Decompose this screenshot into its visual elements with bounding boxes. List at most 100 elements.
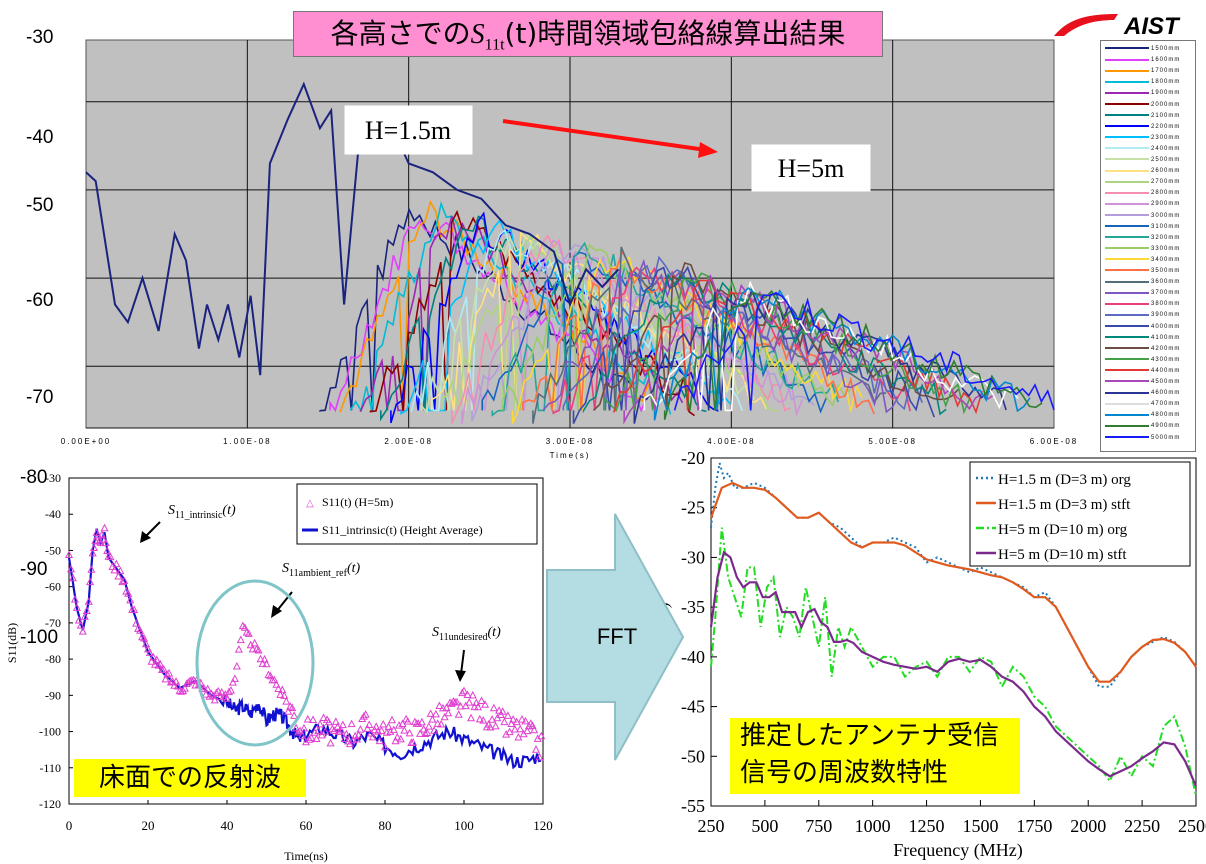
left-point <box>379 719 388 728</box>
top-series-line <box>572 265 935 424</box>
left-xtick: 60 <box>300 818 313 833</box>
top-legend-item: 3500mm <box>1105 267 1180 276</box>
left-plot-area <box>68 477 544 805</box>
left-point <box>122 587 131 595</box>
left-point <box>189 675 198 684</box>
left-point <box>232 661 241 670</box>
top-series-line <box>613 279 983 415</box>
annot-intrinsic: S11_intrinsic(t) <box>168 503 236 521</box>
left-point <box>228 678 237 686</box>
left-point <box>274 684 283 692</box>
h5-annotation: H=5m <box>778 154 845 183</box>
top-series-line <box>623 273 995 425</box>
top-series-line <box>562 255 923 411</box>
legend-label: 4000mm <box>1151 323 1181 330</box>
top-legend-item: 4400mm <box>1105 367 1180 376</box>
top-series-line <box>663 289 1043 420</box>
left-point <box>159 665 168 673</box>
top-xtick: 3.00E-08 <box>546 437 594 446</box>
legend-label: 2400mm <box>1151 145 1181 152</box>
left-point <box>308 715 318 723</box>
annot-ambient: S11ambient_ref(t) <box>282 561 361 579</box>
left-ytick: -90 <box>45 688 61 702</box>
left-point <box>179 686 188 695</box>
left-point <box>458 688 467 697</box>
left-point <box>219 692 228 700</box>
left-point <box>528 721 537 729</box>
legend-swatch <box>1105 324 1149 327</box>
left-point <box>416 729 425 737</box>
left-point <box>68 573 77 582</box>
left-point <box>486 722 495 731</box>
legend-label: 2700mm <box>1151 179 1181 186</box>
top-series-line <box>522 249 875 415</box>
left-point <box>298 731 307 739</box>
left-point <box>187 676 196 684</box>
left-point <box>521 716 530 725</box>
floor-reflection-label: 床面での反射波 <box>74 759 306 797</box>
left-point <box>95 537 104 545</box>
h5-annotation-box <box>751 144 871 192</box>
top-legend-item: 3200mm <box>1105 234 1180 243</box>
legend-label: 4800mm <box>1151 412 1181 419</box>
left-point <box>203 684 212 693</box>
left-point <box>198 684 207 692</box>
left-point <box>260 654 269 663</box>
left-point <box>516 724 525 733</box>
left-xtick: 40 <box>221 818 234 833</box>
left-point <box>387 715 397 724</box>
left-point <box>163 670 172 678</box>
left-point <box>524 721 533 730</box>
left-point <box>396 734 405 743</box>
top-series-line <box>319 207 636 412</box>
left-point <box>509 715 518 723</box>
left-point <box>496 710 505 719</box>
left-point <box>510 724 519 733</box>
top-ytick: -100 <box>20 627 58 648</box>
legend-swatch <box>1105 91 1149 94</box>
left-point <box>103 546 112 555</box>
top-legend-item: 3900mm <box>1105 311 1180 320</box>
top-legend-item: 4800mm <box>1105 411 1180 420</box>
left-point <box>407 738 416 747</box>
legend-swatch <box>1105 180 1149 183</box>
left-point <box>120 576 129 585</box>
left-point <box>472 698 481 707</box>
left-point <box>284 707 293 715</box>
annot-undesired-arrowhead <box>455 670 466 682</box>
top-ytick: -40 <box>26 127 53 148</box>
legend-label: 2800mm <box>1151 190 1181 197</box>
right-xtick: 1250 <box>909 816 945 836</box>
left-point <box>428 715 437 723</box>
top-series-initial <box>85 81 620 376</box>
right-xtick: 1000 <box>855 816 891 836</box>
left-point <box>319 713 328 722</box>
right-xtick: 500 <box>751 816 778 836</box>
legend-label: 3600mm <box>1151 279 1181 286</box>
left-point <box>482 722 491 731</box>
left-point <box>417 717 426 726</box>
left-point <box>324 717 333 726</box>
legend-swatch <box>1105 424 1149 427</box>
left-point <box>170 681 179 689</box>
top-series-line <box>633 287 1007 424</box>
left-series-intrinsic <box>67 528 542 770</box>
legend-swatch <box>1105 269 1149 272</box>
top-series-line <box>532 246 887 424</box>
legend-swatch <box>1105 236 1149 239</box>
left-point <box>88 548 97 557</box>
left-point <box>299 723 309 732</box>
left-point <box>465 698 474 706</box>
left-point <box>296 726 305 735</box>
legend-swatch <box>1105 191 1149 194</box>
left-point <box>66 564 76 573</box>
left-point <box>240 623 249 631</box>
left-point <box>503 711 512 719</box>
left-point <box>359 712 368 720</box>
left-point <box>126 595 135 604</box>
h15-annotation: H=1.5m <box>365 116 451 145</box>
top-ytick: -60 <box>26 290 53 311</box>
left-point <box>421 729 430 738</box>
left-point <box>414 719 423 727</box>
left-point <box>338 720 347 729</box>
